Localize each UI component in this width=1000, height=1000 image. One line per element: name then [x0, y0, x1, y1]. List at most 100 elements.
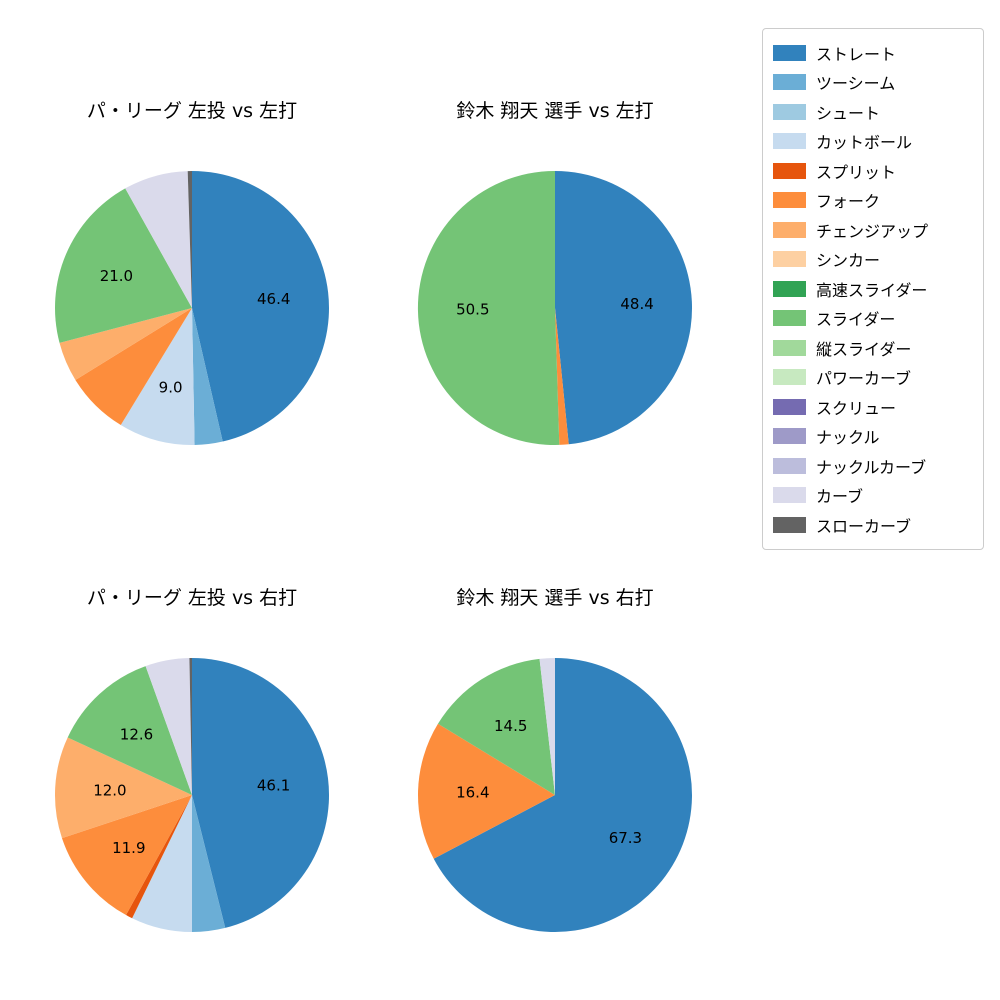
chart-title: パ・リーグ 左投 vs 右打 [86, 587, 298, 609]
pie-slice-label: 21.0 [100, 267, 133, 285]
legend-swatch [773, 103, 806, 120]
legend: ストレートツーシームシュートカットボール スプリットフォークチェンジアップ シンカー… [762, 28, 984, 550]
legend-swatch [773, 74, 806, 91]
pie-slice-label: 12.6 [120, 726, 153, 744]
pie-slice-label: 16.4 [456, 784, 489, 802]
legend-label: ストレート [816, 44, 897, 64]
legend-label: スライダー [816, 310, 896, 330]
pie-slice [192, 795, 226, 932]
pie-slice [54, 737, 192, 839]
pie-slice [555, 171, 693, 445]
pie-slice-label: 50.5 [456, 301, 489, 319]
pie-chart-pa-league-vs-right: 46.1 11.9 12.0 12.6 [54, 657, 330, 932]
legend-label: スプリット [816, 162, 897, 182]
pie-slice [75, 308, 192, 426]
legend-item: スローカーブ [773, 510, 975, 540]
pie-slice [417, 723, 555, 859]
legend-item: スライダー [773, 304, 975, 334]
pie-slice [437, 658, 555, 795]
legend-label: チェンジアップ [816, 221, 929, 241]
chart-pa-league-vs-left: パ・リーグ 左投 vs 左打 46.4 9.0 21.0 [32, 100, 352, 448]
legend-label: カーブ [816, 487, 864, 507]
legend-swatch [773, 310, 806, 327]
legend-swatch [773, 133, 806, 150]
legend-item: 高速スライダー [773, 274, 975, 304]
legend-label: 高速スライダー [816, 280, 928, 300]
pie-slice [433, 658, 692, 932]
legend-item: ツーシーム [773, 68, 975, 98]
legend-swatch [773, 280, 806, 297]
pie-slice-label: 48.4 [620, 295, 653, 313]
pie-slice [126, 795, 192, 919]
pie-slice [192, 308, 223, 445]
legend-label: シンカー [816, 251, 881, 271]
legend-label: フォーク [816, 192, 881, 212]
legend-swatch [773, 457, 806, 474]
legend-item: シンカー [773, 245, 975, 275]
legend-item: スクリュー [773, 392, 975, 422]
legend-swatch [773, 369, 806, 386]
pie-slice-label: 14.5 [494, 717, 527, 735]
pie-slice [189, 657, 192, 795]
legend-label: 縦スライダー [816, 339, 912, 359]
legend-item: カットボール [773, 127, 975, 157]
legend-label: スローカーブ [816, 516, 912, 536]
legend-label: ナックル [816, 428, 880, 448]
pie-slice-label: 12.0 [93, 782, 126, 800]
legend-item: チェンジアップ [773, 215, 975, 245]
pie-slice [539, 658, 555, 795]
pie-slice [125, 171, 192, 308]
chart-suzuki-vs-left: 鈴木 翔天 選手 vs 左打 48.4 50.5 [395, 100, 715, 448]
pie-slice-label: 67.3 [609, 829, 642, 847]
legend-item: スプリット [773, 156, 975, 186]
pie-slice [120, 308, 195, 446]
legend-swatch [773, 398, 806, 415]
pie-slice [555, 308, 569, 445]
legend-item: カーブ [773, 481, 975, 511]
chart-title: パ・リーグ 左投 vs 左打 [86, 100, 298, 122]
pie-slice [192, 171, 330, 442]
legend-swatch [773, 162, 806, 179]
legend-swatch [773, 487, 806, 504]
legend-swatch [773, 251, 806, 268]
pie-slice [192, 658, 330, 928]
chart-title: 鈴木 翔天 選手 vs 右打 [456, 587, 654, 609]
pie-slice-label: 46.1 [257, 776, 290, 794]
legend-swatch [773, 428, 806, 445]
pie-slice-label: 11.9 [112, 839, 145, 857]
legend-label: カットボール [816, 133, 913, 153]
pie-chart-suzuki-vs-right: 67.3 16.4 14.5 [417, 658, 692, 932]
chart-pa-league-vs-right: パ・リーグ 左投 vs 右打 46.1 11.9 12.0 12.6 [32, 587, 352, 935]
legend-swatch [773, 339, 806, 356]
pie-chart-pa-league-vs-left: 46.4 9.0 21.0 [54, 171, 330, 446]
legend-swatch [773, 192, 806, 209]
pie-slice [59, 308, 192, 380]
chart-suzuki-vs-right: 鈴木 翔天 選手 vs 右打 67.3 16.4 14.5 [395, 587, 715, 935]
legend-item: ナックル [773, 422, 975, 452]
pie-slice [187, 171, 192, 308]
pie-slice [145, 658, 192, 795]
pie-slice-label: 9.0 [159, 379, 183, 397]
legend-label: ツーシーム [816, 74, 896, 94]
legend-item: ナックルカーブ [773, 451, 975, 481]
legend-swatch [773, 221, 806, 238]
legend-item: フォーク [773, 186, 975, 216]
pie-slice [67, 666, 192, 795]
legend-item: シュート [773, 97, 975, 127]
legend-item: 縦スライダー [773, 333, 975, 363]
legend-swatch [773, 44, 806, 61]
legend-swatch [773, 516, 806, 533]
legend-label: ナックルカーブ [816, 457, 927, 477]
legend-label: シュート [816, 103, 881, 123]
legend-label: スクリュー [816, 398, 897, 418]
chart-title: 鈴木 翔天 選手 vs 左打 [456, 100, 654, 122]
pie-slice [132, 795, 192, 932]
pie-slice [61, 795, 192, 916]
pie-slice [417, 170, 560, 445]
pie-chart-suzuki-vs-left: 48.4 50.5 [417, 170, 693, 445]
pie-slice-label: 46.4 [257, 290, 290, 308]
pie-slice [54, 188, 192, 343]
legend-item: ストレート [773, 38, 975, 68]
legend-item: パワーカーブ [773, 363, 975, 393]
